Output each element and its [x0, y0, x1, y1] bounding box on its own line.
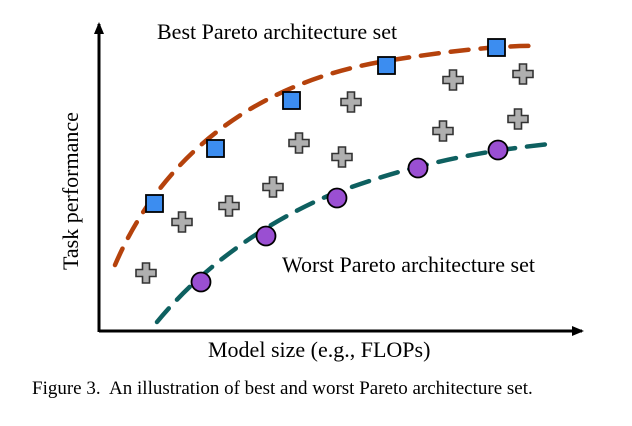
best-square-marker: [282, 91, 301, 110]
gray-cross-marker: [432, 120, 454, 142]
gray-cross-marker: [171, 211, 193, 233]
other-architectures: [135, 63, 534, 284]
worst-circle-marker: [190, 271, 212, 293]
best-square-marker: [487, 38, 506, 57]
worst-circle-marker: [255, 225, 277, 247]
best-pareto-curve: [112, 43, 543, 268]
best-square-marker: [206, 139, 225, 158]
best-pareto-points: [145, 38, 506, 213]
worst-circle-marker: [326, 187, 348, 209]
gray-cross-marker: [331, 146, 353, 168]
gray-cross-marker: [442, 69, 464, 91]
gray-cross-marker: [288, 132, 310, 154]
y-axis-label: Task performance: [58, 112, 83, 270]
gray-cross-marker: [262, 176, 284, 198]
gray-cross-marker: [340, 91, 362, 113]
gray-cross-marker: [218, 195, 240, 217]
x-axis-label: Model size (e.g., FLOPs): [208, 337, 430, 362]
best-pareto-label: Best Pareto architecture set: [157, 19, 397, 44]
gray-cross-marker: [507, 108, 529, 130]
worst-circle-marker: [407, 157, 429, 179]
best-square-marker: [145, 194, 164, 213]
figure-caption: Figure 3. An illustration of best and wo…: [32, 378, 533, 399]
worst-circle-marker: [487, 139, 509, 161]
best-square-marker: [377, 56, 396, 75]
worst-pareto-label: Worst Pareto architecture set: [282, 252, 535, 277]
worst-pareto-curve: [154, 141, 553, 325]
gray-cross-marker: [512, 63, 534, 85]
worst-pareto-points: [190, 139, 509, 293]
gray-cross-marker: [135, 262, 157, 284]
